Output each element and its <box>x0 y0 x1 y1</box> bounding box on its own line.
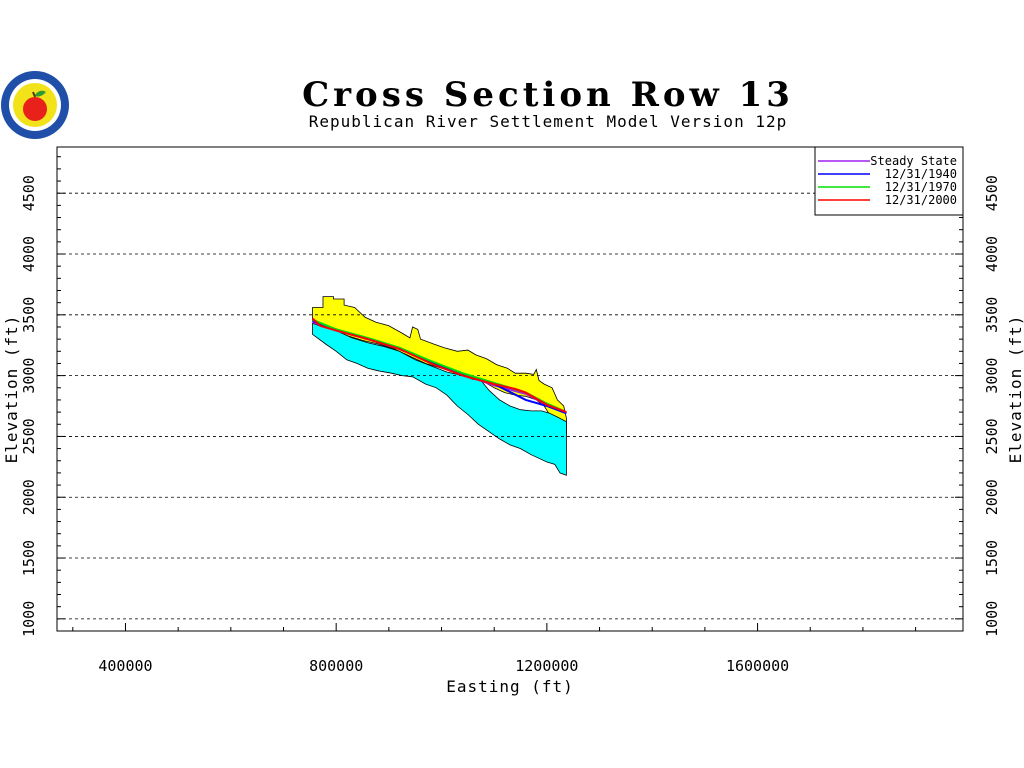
apple-icon <box>23 97 47 121</box>
y-axis-label-left: Elevation (ft) <box>2 315 21 464</box>
legend-label-3: 12/31/2000 <box>885 193 957 207</box>
x-tick-label: 1200000 <box>515 657 578 675</box>
x-tick-label: 1600000 <box>726 657 789 675</box>
plot-grid <box>57 192 963 620</box>
axis-ticks: 1000 1000 1500 1500 2000 2000 2500 2500 3000 3000… <box>20 156 1001 675</box>
chart-title: Cross Section Row 13 <box>302 75 794 115</box>
y-tick-label-left: 4500 <box>20 175 38 211</box>
y-tick-label-left: 4000 <box>20 236 38 272</box>
y-tick-label-right: 2500 <box>983 418 1001 454</box>
y-tick-label-right: 1500 <box>983 540 1001 576</box>
aquifer-band <box>312 322 567 476</box>
y-tick-label-right: 4500 <box>983 175 1001 211</box>
y-tick-label-left: 1500 <box>20 540 38 576</box>
y-tick-label-right: 3500 <box>983 297 1001 333</box>
y-tick-label-right: 3000 <box>983 358 1001 394</box>
y-tick-label-left: 1000 <box>20 601 38 637</box>
y-tick-label-right: 4000 <box>983 236 1001 272</box>
x-axis-label: Easting (ft) <box>446 677 574 696</box>
y-tick-label-right: 1000 <box>983 601 1001 637</box>
series-line-3 <box>311 317 567 414</box>
legend-label-0: Steady State <box>870 154 957 168</box>
legend: Steady State12/31/194012/31/197012/31/20… <box>814 146 964 216</box>
y-tick-label-left: 3000 <box>20 358 38 394</box>
apple-stem-icon <box>32 91 36 98</box>
plot-series <box>311 317 567 415</box>
x-tick-label: 800000 <box>309 657 363 675</box>
seal-logo <box>1 71 69 139</box>
y-tick-label-left: 3500 <box>20 297 38 333</box>
x-tick-label: 400000 <box>98 657 152 675</box>
y-tick-label-left: 2000 <box>20 479 38 515</box>
y-tick-label-left: 2500 <box>20 418 38 454</box>
plot-frame <box>56 146 964 632</box>
legend-box <box>814 146 964 216</box>
leaf-icon <box>34 90 46 97</box>
chart-subtitle: Republican River Settlement Model Versio… <box>309 112 787 131</box>
y-axis-label-right: Elevation (ft) <box>1006 315 1024 464</box>
y-tick-label-right: 2000 <box>983 479 1001 515</box>
legend-label-2: 12/31/1970 <box>885 180 957 194</box>
legend-label-1: 12/31/1940 <box>885 167 957 181</box>
